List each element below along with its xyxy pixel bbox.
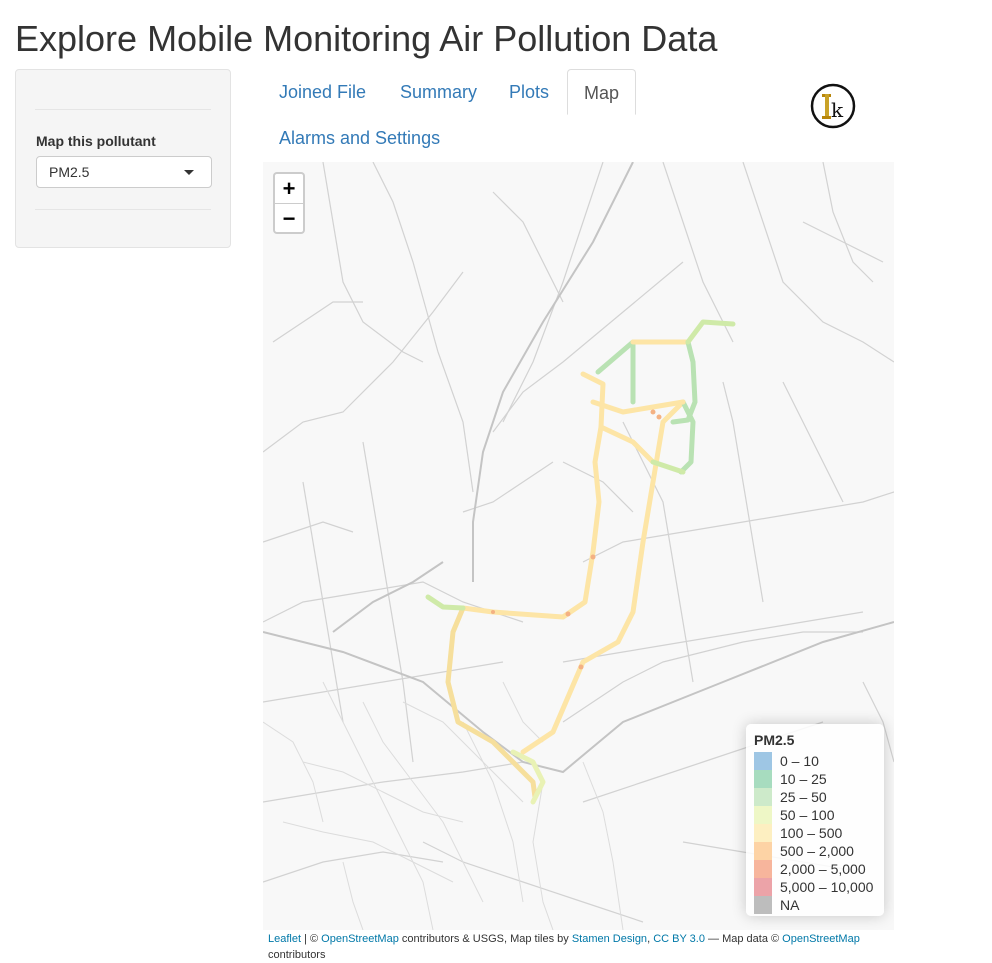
legend-label: 500 – 2,000 (780, 843, 854, 859)
map-basemap[interactable] (263, 162, 894, 930)
pollutant-select-value: PM2.5 (49, 164, 90, 180)
legend-swatch (754, 824, 772, 842)
legend-swatch (754, 842, 772, 860)
legend-label: 2,000 – 5,000 (780, 861, 866, 877)
legend-label: 5,000 – 10,000 (780, 879, 874, 895)
legend-swatch (754, 806, 772, 824)
tab-bar: Joined File Summary Plots Map Alarms and… (263, 69, 894, 163)
legend-label: 0 – 10 (780, 753, 819, 769)
osm-link[interactable]: OpenStreetMap (321, 933, 399, 945)
sidebar-panel: Map this pollutant PM2.5 (15, 69, 231, 248)
legend-swatch (754, 860, 772, 878)
map-view[interactable]: + − PM2.5 0 – 10 10 – 25 25 – 50 50 – 100 10… (263, 162, 894, 930)
legend-label: 10 – 25 (780, 771, 827, 787)
legend-label: NA (780, 897, 800, 913)
map-attribution: Leaflet | © OpenStreetMap contributors &… (268, 931, 868, 963)
caret-down-icon[interactable] (184, 170, 194, 175)
legend-label: 25 – 50 (780, 789, 827, 805)
cc-link[interactable]: CC BY 3.0 (653, 933, 705, 945)
legend-swatch (754, 752, 772, 770)
pollutant-track[interactable] (425, 319, 736, 805)
logo-letter: k (831, 98, 844, 122)
page-title: Explore Mobile Monitoring Air Pollution … (15, 18, 718, 59)
leaflet-link[interactable]: Leaflet (268, 933, 302, 945)
divider (35, 109, 211, 110)
attribution-text: contributors (268, 949, 326, 961)
tab-plots[interactable]: Plots (509, 82, 550, 102)
legend-swatch (754, 896, 772, 914)
zoom-out-button[interactable]: − (282, 206, 296, 231)
pollutant-hotspots (491, 409, 662, 670)
stamen-link[interactable]: Stamen Design (571, 933, 648, 945)
tab-map[interactable]: Map (567, 69, 637, 115)
tab-joined-file[interactable]: Joined File (279, 82, 367, 102)
legend-title: PM2.5 (754, 732, 795, 748)
zoom-in-button[interactable]: + (275, 174, 303, 204)
map-legend: PM2.5 0 – 10 10 – 25 25 – 50 50 – 100 100 – … (746, 724, 884, 916)
attribution-text: , (647, 933, 654, 945)
legend-swatch (754, 788, 772, 806)
logo-icon: k (810, 83, 856, 129)
osm-link[interactable]: OpenStreetMap (782, 933, 860, 945)
legend-label: 100 – 500 (780, 825, 843, 841)
legend-label: 50 – 100 (780, 807, 835, 823)
tab-summary[interactable]: Summary (400, 82, 478, 102)
pollutant-label: Map this pollutant (36, 133, 156, 149)
zoom-control: + − (273, 172, 305, 234)
attribution-text: — Map data © (704, 933, 783, 945)
tab-alarms-and-settings[interactable]: Alarms and Settings (279, 128, 441, 148)
legend-swatch (754, 878, 772, 896)
attribution-text: | © (301, 933, 322, 945)
divider (35, 209, 211, 210)
pollutant-select[interactable]: PM2.5 (36, 156, 212, 188)
legend-swatch (754, 770, 772, 788)
attribution-text: contributors & USGS, Map tiles by (398, 933, 572, 945)
